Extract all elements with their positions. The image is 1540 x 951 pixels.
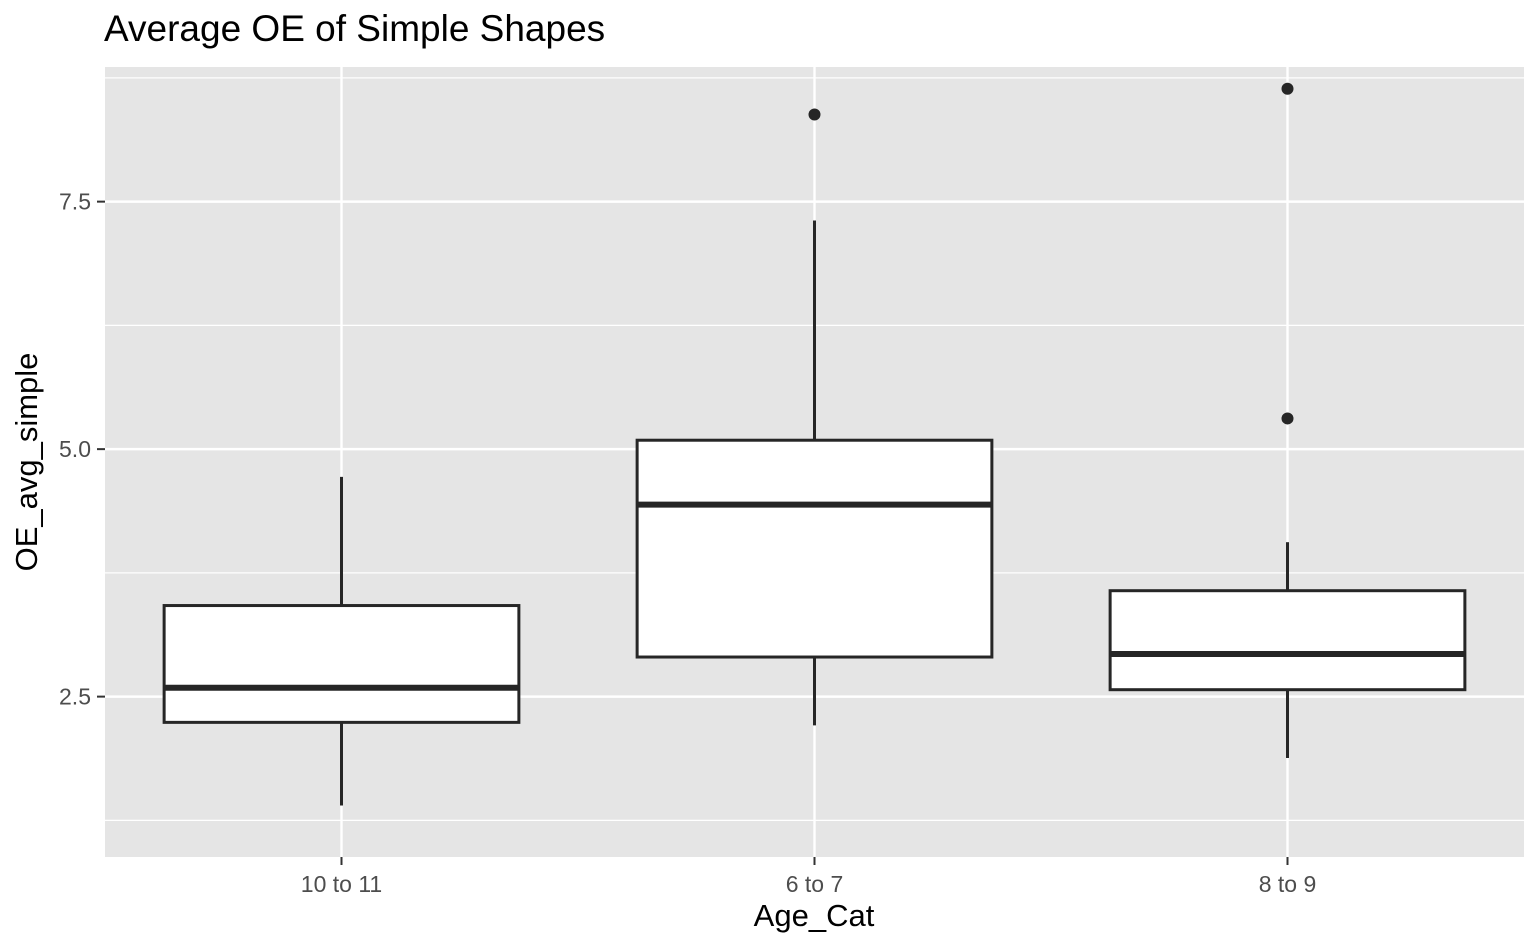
x-tick-label: 6 to 7 xyxy=(786,871,844,897)
y-tick-label: 5.0 xyxy=(59,436,91,462)
y-tick-label: 2.5 xyxy=(59,684,91,710)
box-iqr xyxy=(162,604,521,724)
outlier-point xyxy=(808,108,821,121)
y-tick-label: 7.5 xyxy=(59,189,91,215)
chart-title: Average OE of Simple Shapes xyxy=(104,8,606,49)
box-iqr xyxy=(1108,589,1467,692)
x-tick-label: 10 to 11 xyxy=(301,871,382,897)
outlier-point xyxy=(1281,412,1294,425)
x-axis-title: Age_Cat xyxy=(753,898,875,933)
x-tick-label: 8 to 9 xyxy=(1259,871,1317,897)
box-iqr xyxy=(635,438,994,659)
y-axis-title: OE_avg_simple xyxy=(9,352,44,572)
outlier-point xyxy=(1281,82,1294,95)
